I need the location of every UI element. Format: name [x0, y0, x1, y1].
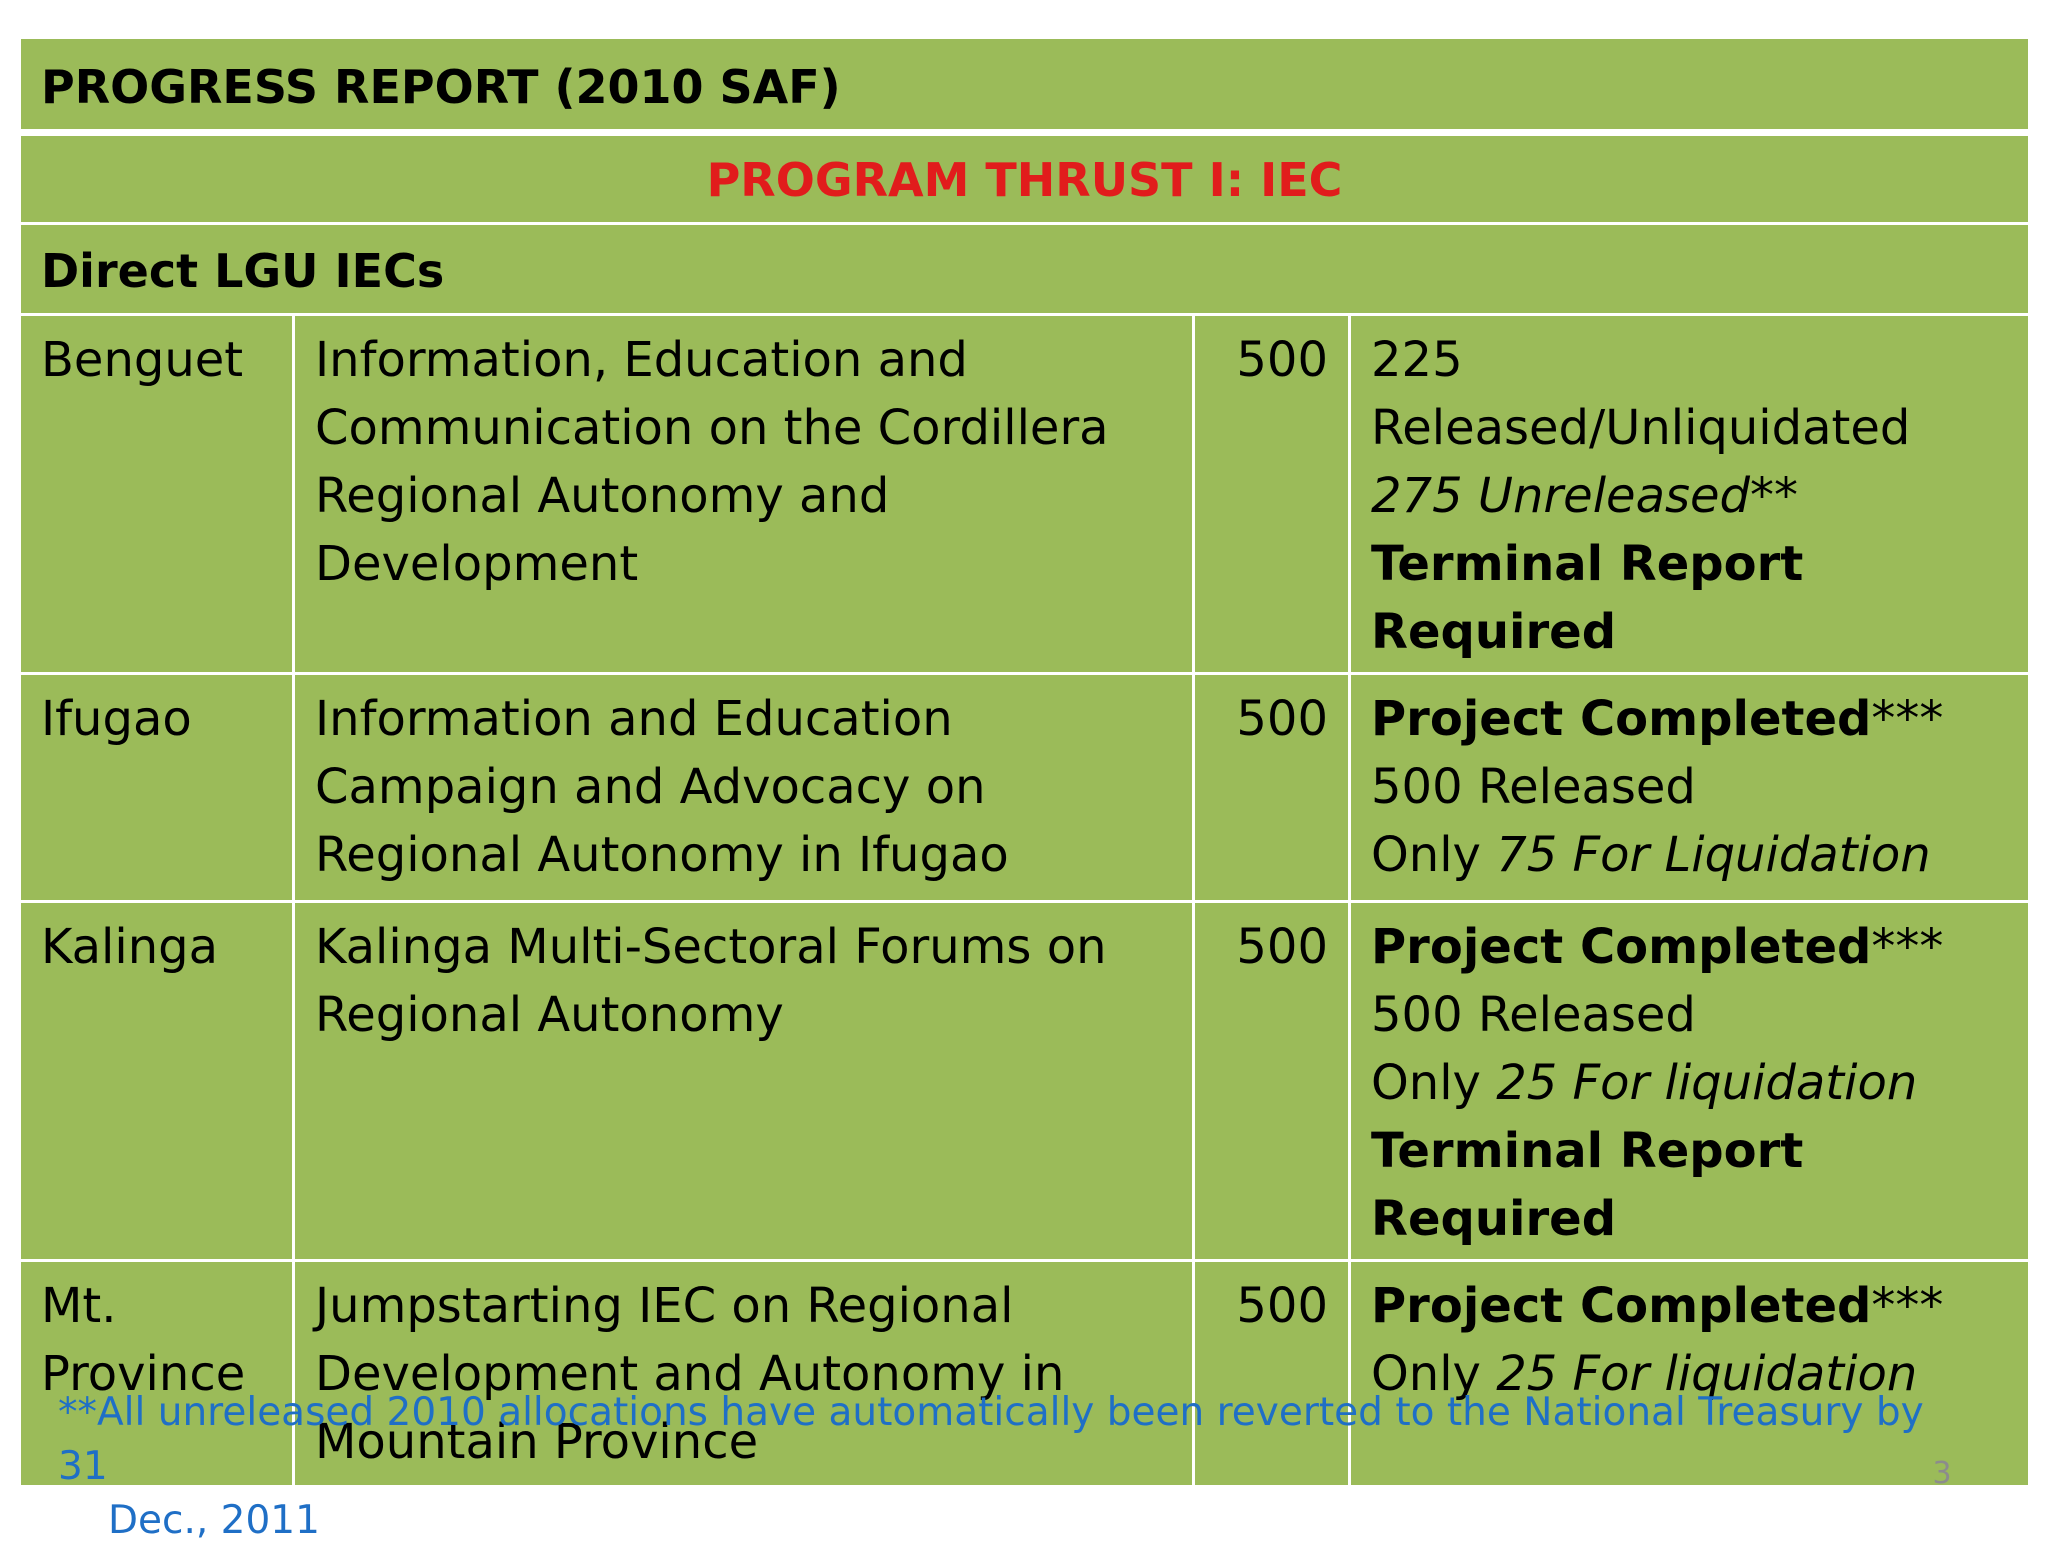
status-italic-text: ***	[1871, 691, 1944, 747]
status-line: Only 75 For Liquidation	[1371, 821, 2008, 889]
province-cell: Kalinga	[18, 900, 295, 1262]
progress-report-table: PROGRESS REPORT (2010 SAF) PROGRAM THRUS…	[17, 36, 2032, 1488]
status-cell: 225 Released/Unliquidated 275 Unreleased…	[1347, 313, 2032, 675]
program-thrust-heading: PROGRAM THRUST I: IEC	[17, 131, 2032, 225]
project-cell: Information, Education and Communication…	[292, 313, 1195, 675]
status-cell: Project Completed*** 500 Released Only 7…	[1347, 672, 2032, 903]
status-bold-text: Project Completed	[1371, 1278, 1872, 1334]
status-line: 225 Released/Unliquidated	[1371, 332, 1911, 456]
section-subheading: Direct LGU IECs	[17, 222, 2032, 316]
status-italic-text: 25 For liquidation	[1496, 1055, 1918, 1111]
project-cell: Kalinga Multi-Sectoral Forums on Regiona…	[292, 900, 1195, 1262]
title-row: PROGRESS REPORT (2010 SAF)	[17, 36, 2032, 136]
status-line: 500 Released	[1371, 987, 1696, 1043]
amount-cell: 500	[1192, 1259, 1351, 1488]
footnote-line-2: Dec., 2011	[108, 1498, 320, 1543]
status-bold-text: Project Completed	[1371, 691, 1872, 747]
table-row: Ifugao Information and Education Campaig…	[18, 672, 2032, 903]
status-italic-text: ***	[1871, 1278, 1944, 1334]
status-text: Only	[1371, 1346, 1497, 1402]
subheading-row: Direct LGU IECs	[17, 222, 2032, 316]
footnote: **All unreleased 2010 allocations have a…	[58, 1386, 1938, 1548]
status-italic-text: 25 For liquidation	[1496, 1346, 1918, 1402]
status-text: Only	[1371, 1055, 1497, 1111]
status-line: Project Completed***	[1371, 913, 2008, 981]
project-cell: Jumpstarting IEC on Regional Development…	[292, 1259, 1195, 1488]
status-line: Terminal Report Required	[1371, 1123, 1804, 1247]
status-line: Project Completed***	[1371, 1272, 2008, 1340]
footnote-line-1: **All unreleased 2010 allocations have a…	[58, 1390, 1924, 1489]
amount-cell: 500	[1192, 313, 1351, 675]
status-line: Only 25 For liquidation	[1371, 1049, 2008, 1117]
status-line: Project Completed***	[1371, 685, 2008, 753]
status-text: Only	[1371, 827, 1497, 883]
status-line: Terminal Report Required	[1371, 536, 1804, 660]
status-line: Only 25 For liquidation	[1371, 1340, 2008, 1408]
table-row: Mt. Province Jumpstarting IEC on Regiona…	[18, 1259, 2032, 1488]
status-line: 275 Unreleased**	[1371, 468, 1798, 524]
status-bold-text: Project Completed	[1371, 919, 1872, 975]
status-italic-text: 75 For Liquidation	[1496, 827, 1931, 883]
table-row: Kalinga Kalinga Multi-Sectoral Forums on…	[18, 900, 2032, 1262]
province-cell: Benguet	[18, 313, 295, 675]
amount-cell: 500	[1192, 672, 1351, 903]
page-number: 3	[1932, 1456, 1952, 1491]
report-title: PROGRESS REPORT (2010 SAF)	[17, 36, 2032, 136]
province-cell: Ifugao	[18, 672, 295, 903]
thrust-row: PROGRAM THRUST I: IEC	[17, 131, 2032, 225]
status-italic-text: ***	[1871, 919, 1944, 975]
province-cell: Mt. Province	[18, 1259, 295, 1488]
status-line: 500 Released	[1371, 759, 1696, 815]
status-cell: Project Completed*** 500 Released Only 2…	[1347, 900, 2032, 1262]
project-cell: Information and Education Campaign and A…	[292, 672, 1195, 903]
amount-cell: 500	[1192, 900, 1351, 1262]
table-row: Benguet Information, Education and Commu…	[18, 313, 2032, 675]
status-cell: Project Completed*** Only 25 For liquida…	[1347, 1259, 2032, 1488]
